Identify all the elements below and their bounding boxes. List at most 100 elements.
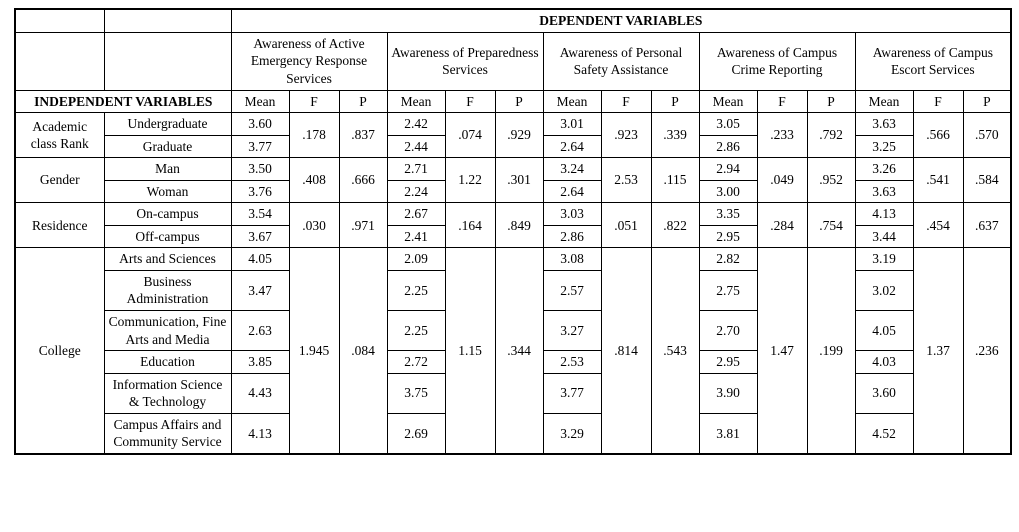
stat-header-f: F bbox=[912, 89, 964, 114]
p-cell: .637 bbox=[962, 202, 1012, 249]
table-row: Communication, Fine Arts and Media 2.63 2.… bbox=[15, 310, 1011, 352]
level-cell: Off-campus bbox=[103, 224, 232, 249]
mean-cell: 3.63 bbox=[854, 179, 914, 204]
mean-cell: 3.50 bbox=[230, 157, 290, 181]
mean-cell: 3.25 bbox=[854, 134, 914, 159]
level-cell: Graduate bbox=[103, 134, 232, 159]
p-cell: .837 bbox=[338, 112, 388, 159]
table-row: Information Science & Technology 4.43 3.75… bbox=[15, 372, 1011, 414]
corner-cell-level bbox=[103, 8, 232, 33]
mean-cell: 2.75 bbox=[698, 269, 758, 312]
stat-header-p: P bbox=[494, 89, 544, 114]
f-cell: .814 bbox=[600, 247, 652, 455]
table-row: Business Administration 3.47 2.25 2.57 2.75 3… bbox=[15, 269, 1011, 312]
mean-cell: 2.86 bbox=[542, 224, 602, 249]
table-row: College Arts and Sciences 4.05 1.945.084 2.0… bbox=[14, 247, 1012, 455]
f-cell: 2.53 bbox=[600, 157, 652, 204]
mean-cell: 3.81 bbox=[698, 412, 758, 455]
level-cell: Undergraduate bbox=[103, 112, 232, 136]
table-row: Off-campus 3.67 2.41 2.86 2.95 3.44 bbox=[15, 224, 1011, 249]
table-row: Education 3.85 2.72 2.53 2.95 4.03 bbox=[15, 350, 1011, 374]
category-cell: Residence bbox=[14, 202, 105, 249]
f-cell: 1.47 bbox=[756, 247, 808, 455]
mean-cell: 4.13 bbox=[230, 412, 290, 455]
stat-header-p: P bbox=[806, 89, 856, 114]
mean-cell: 2.64 bbox=[542, 134, 602, 159]
mean-cell: 2.44 bbox=[386, 134, 446, 159]
mean-cell: 3.67 bbox=[230, 224, 290, 249]
mean-cell: 3.77 bbox=[230, 134, 290, 159]
mean-cell: 3.19 bbox=[854, 247, 914, 271]
mean-cell: 3.26 bbox=[854, 157, 914, 181]
table-row: Academic class Rank Undergraduate 3.60.178… bbox=[14, 112, 1012, 159]
mean-cell: 3.75 bbox=[386, 372, 446, 414]
mean-cell: 2.70 bbox=[698, 310, 758, 352]
level-cell: On-campus bbox=[103, 202, 232, 226]
mean-cell: 2.24 bbox=[386, 179, 446, 204]
blank-cell-category bbox=[14, 31, 105, 91]
mean-cell: 3.05 bbox=[698, 112, 758, 136]
stat-header-p: P bbox=[650, 89, 700, 114]
f-cell: .049 bbox=[756, 157, 808, 204]
p-cell: .754 bbox=[806, 202, 856, 249]
mean-cell: 3.60 bbox=[230, 112, 290, 136]
mean-cell: 2.82 bbox=[698, 247, 758, 271]
stat-header-mean: Mean bbox=[854, 89, 914, 114]
f-cell: .051 bbox=[600, 202, 652, 249]
mean-cell: 2.71 bbox=[386, 157, 446, 181]
level-cell: Man bbox=[103, 157, 232, 181]
p-cell: .115 bbox=[650, 157, 700, 204]
mean-cell: 3.77 bbox=[542, 372, 602, 414]
level-cell: Arts and Sciences bbox=[103, 247, 232, 271]
stat-header-mean: Mean bbox=[386, 89, 446, 114]
mean-cell: 2.63 bbox=[230, 310, 290, 352]
f-cell: .541 bbox=[912, 157, 964, 204]
table-row: Gender Man 3.50.408.666 2.71 1.22.301 3.24 2.5… bbox=[14, 157, 1012, 204]
mean-cell: 3.85 bbox=[230, 350, 290, 374]
f-cell: .923 bbox=[600, 112, 652, 159]
mean-cell: 3.03 bbox=[542, 202, 602, 226]
mean-cell: 2.09 bbox=[386, 247, 446, 271]
mean-cell: 2.86 bbox=[698, 134, 758, 159]
table-body: Academic class Rank Undergraduate 3.60.178… bbox=[14, 112, 1012, 455]
p-cell: .666 bbox=[338, 157, 388, 204]
mean-cell: 3.76 bbox=[230, 179, 290, 204]
p-cell: .822 bbox=[650, 202, 700, 249]
f-cell: 1.945 bbox=[288, 247, 340, 455]
f-cell: .074 bbox=[444, 112, 496, 159]
p-cell: .570 bbox=[962, 112, 1012, 159]
mean-cell: 2.72 bbox=[386, 350, 446, 374]
group-header-crime-reporting: Awareness of Campus Crime Reporting bbox=[698, 31, 856, 91]
mean-cell: 4.13 bbox=[854, 202, 914, 226]
mean-cell: 2.69 bbox=[386, 412, 446, 455]
corner-cell-category bbox=[14, 8, 105, 33]
stat-header-mean: Mean bbox=[542, 89, 602, 114]
table-row: Awareness of Active Emergency Response S… bbox=[14, 31, 1012, 91]
table-row: DEPENDENT VARIABLES bbox=[14, 8, 1012, 33]
table-row: Residence On-campus 3.54.030.971 2.67.164.8… bbox=[14, 202, 1012, 249]
stat-header-mean: Mean bbox=[698, 89, 758, 114]
mean-cell: 2.53 bbox=[542, 350, 602, 374]
mean-cell: 4.03 bbox=[854, 350, 914, 374]
mean-cell: 2.67 bbox=[386, 202, 446, 226]
mean-cell: 3.63 bbox=[854, 112, 914, 136]
mean-cell: 3.29 bbox=[542, 412, 602, 455]
mean-cell: 2.41 bbox=[386, 224, 446, 249]
category-cell: Academic class Rank bbox=[14, 112, 105, 159]
f-cell: .566 bbox=[912, 112, 964, 159]
dependent-variables-header: DEPENDENT VARIABLES bbox=[230, 8, 1012, 33]
mean-cell: 2.42 bbox=[386, 112, 446, 136]
table-row: INDEPENDENT VARIABLES Mean F P Mean F P … bbox=[14, 89, 1012, 114]
blank-cell-level bbox=[103, 31, 232, 91]
level-cell: Campus Affairs and Community Service bbox=[103, 412, 232, 455]
mean-cell: 4.52 bbox=[854, 412, 914, 455]
p-cell: .084 bbox=[338, 247, 388, 455]
p-cell: .584 bbox=[962, 157, 1012, 204]
mean-cell: 2.95 bbox=[698, 350, 758, 374]
mean-cell: 2.25 bbox=[386, 269, 446, 312]
table-container: DEPENDENT VARIABLES Awareness of Active … bbox=[14, 8, 1013, 455]
table-row: Campus Affairs and Community Service 4.13… bbox=[15, 412, 1011, 455]
mean-cell: 3.24 bbox=[542, 157, 602, 181]
group-header-active-emergency: Awareness of Active Emergency Response S… bbox=[230, 31, 388, 91]
f-cell: 1.22 bbox=[444, 157, 496, 204]
